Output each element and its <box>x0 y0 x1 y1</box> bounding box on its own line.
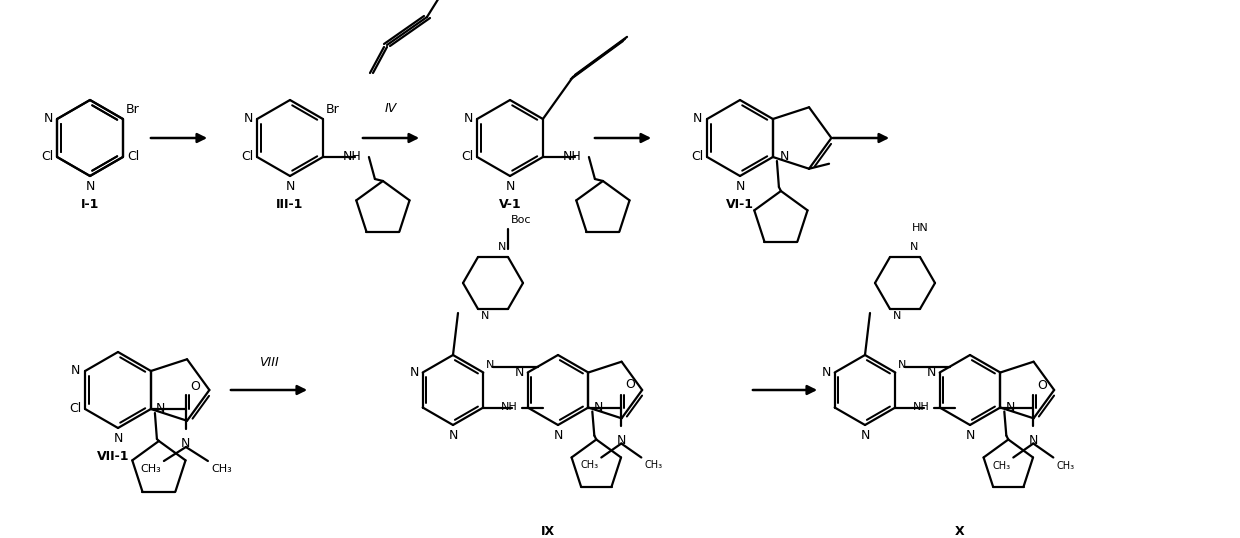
Text: N: N <box>893 311 901 321</box>
Text: NH: NH <box>914 402 930 413</box>
Text: N: N <box>910 242 918 252</box>
Text: N: N <box>71 365 81 378</box>
Text: Cl: Cl <box>41 151 53 164</box>
Text: N: N <box>926 366 936 379</box>
Text: N: N <box>861 429 869 442</box>
Text: N: N <box>735 180 745 193</box>
Text: CH₃: CH₃ <box>211 464 232 474</box>
Text: N: N <box>965 429 975 442</box>
Text: N: N <box>156 402 165 415</box>
Text: N: N <box>409 366 419 379</box>
Text: Cl: Cl <box>691 151 703 164</box>
Text: N: N <box>780 151 790 164</box>
Text: VI-1: VI-1 <box>725 198 754 211</box>
Text: CH₃: CH₃ <box>645 461 662 471</box>
Text: N: N <box>481 311 490 321</box>
Text: N: N <box>1029 434 1038 447</box>
Text: N: N <box>464 112 474 125</box>
Text: N: N <box>181 437 191 450</box>
Text: N: N <box>616 434 626 447</box>
Text: Cl: Cl <box>461 151 474 164</box>
Text: CH₃: CH₃ <box>140 464 161 474</box>
Text: N: N <box>553 429 563 442</box>
Text: Boc: Boc <box>511 215 532 225</box>
Text: O: O <box>190 380 200 393</box>
Text: N: N <box>449 429 458 442</box>
Text: NH: NH <box>501 402 518 413</box>
Text: N: N <box>693 112 702 125</box>
Text: Cl: Cl <box>241 151 253 164</box>
Text: X: X <box>955 525 965 538</box>
Text: CH₃: CH₃ <box>992 461 1011 471</box>
Text: N: N <box>113 432 123 445</box>
Text: O: O <box>625 379 635 392</box>
Text: I-1: I-1 <box>81 198 99 211</box>
Text: Cl: Cl <box>69 402 81 415</box>
Text: V-1: V-1 <box>498 198 521 211</box>
Text: O: O <box>1038 379 1048 392</box>
Text: N: N <box>821 366 831 379</box>
Text: N: N <box>43 112 53 125</box>
Text: IV: IV <box>384 102 397 115</box>
Text: N: N <box>515 366 523 379</box>
Text: VIII: VIII <box>259 356 279 369</box>
Text: N: N <box>593 401 603 414</box>
Text: HN: HN <box>911 223 929 233</box>
Text: III-1: III-1 <box>277 198 304 211</box>
Text: N: N <box>86 180 94 193</box>
Text: N: N <box>244 112 253 125</box>
Text: NH: NH <box>563 151 582 164</box>
Text: Cl: Cl <box>126 151 139 164</box>
Text: Br: Br <box>126 103 140 116</box>
Text: VII-1: VII-1 <box>97 450 129 463</box>
Text: N: N <box>285 180 295 193</box>
Text: N: N <box>506 180 515 193</box>
Text: N: N <box>898 359 906 370</box>
Text: N: N <box>497 242 506 252</box>
Text: N: N <box>486 359 495 370</box>
Text: NH: NH <box>343 151 362 164</box>
Text: N: N <box>1006 401 1014 414</box>
Text: IX: IX <box>541 525 556 538</box>
Text: CH₃: CH₃ <box>580 461 599 471</box>
Text: Br: Br <box>326 103 340 116</box>
Text: CH₃: CH₃ <box>1056 461 1074 471</box>
